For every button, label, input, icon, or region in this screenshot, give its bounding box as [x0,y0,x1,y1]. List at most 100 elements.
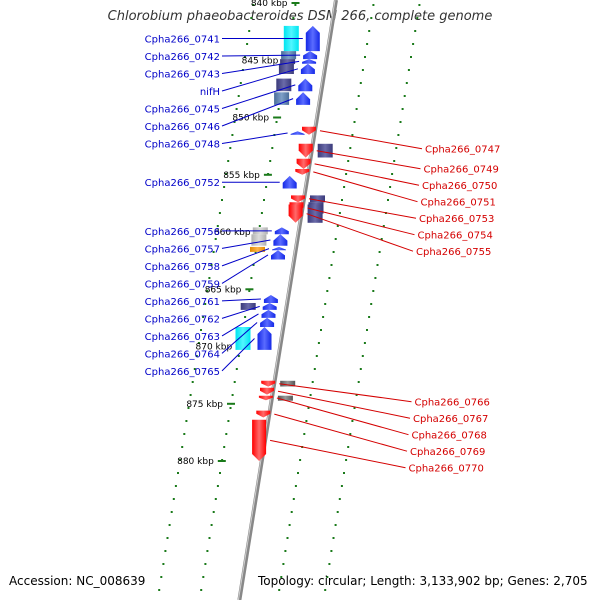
gene-label-Cpha266_0751[interactable]: Cpha266_0751 [421,198,496,209]
strand-guide-dot [185,420,188,422]
gene-label-Cpha266_0763[interactable]: Cpha266_0763 [145,332,220,343]
strand-guide-dot [191,381,194,383]
gene-label-Cpha266_0747[interactable]: Cpha266_0747 [425,145,500,156]
strand-guide-dot [244,56,246,58]
strand-guide-dot [366,329,368,331]
scale-tick-label: 870 kbp [196,343,233,353]
gene-label-Cpha266_0764[interactable]: Cpha266_0764 [145,349,220,360]
strand-guide-dot [221,199,223,201]
gene-Cpha266_0751[interactable] [295,169,310,175]
gene-Cpha266_0759[interactable] [271,250,285,260]
strand-guide-dot [280,576,283,578]
strand-guide-dot [326,290,329,292]
gene-label-Cpha266_0770[interactable]: Cpha266_0770 [409,464,484,475]
strand-guide-dot [397,134,400,136]
gene-label-Cpha266_0741[interactable]: Cpha266_0741 [145,35,220,46]
gene-Cpha266_0758[interactable] [250,246,286,252]
gene-Cpha266_0769[interactable] [256,410,271,418]
strand-guide-dot [214,238,217,240]
strand-guide-dot [208,537,211,539]
gene-Cpha266_0750[interactable] [296,158,311,169]
gene-Cpha266_0764[interactable] [260,317,275,327]
strand-guide-dot [368,30,371,32]
gene-label-Cpha266_0745[interactable]: Cpha266_0745 [145,105,220,116]
strand-guide-dot [265,186,268,188]
strand-guide-dot [359,82,362,84]
gene-feature-box [250,246,265,252]
gene-label-Cpha266_0746[interactable]: Cpha266_0746 [145,122,220,133]
gene-Cpha266_0752[interactable] [282,175,297,189]
gene-Cpha266_0748[interactable] [290,131,305,135]
strand-guide-dot [370,17,373,19]
strand-guide-dot [227,160,230,162]
forward-gene-arrow [298,78,313,92]
leader-line [221,313,259,337]
gene-label-Cpha266_0756[interactable]: Cpha266_0756 [145,227,220,238]
gene-feature-box [277,395,293,401]
reverse-gene-arrow [252,419,267,461]
gene-Cpha266_0755[interactable] [288,204,323,223]
gene-label-Cpha266_0753[interactable]: Cpha266_0753 [419,214,494,225]
strand-guide-dot [225,173,228,175]
strand-guide-dot [244,316,247,318]
scale-tick-label: 865 kbp [205,285,242,295]
strand-guide-dot [361,355,364,357]
gene-nifH[interactable] [278,63,315,74]
strand-guide-dot [317,342,320,344]
strand-guide-dot [162,563,165,565]
forward-gene-arrow [303,51,318,60]
gene-label-Cpha266_0768[interactable]: Cpha266_0768 [412,431,487,442]
strand-guide-dot [353,407,356,409]
gene-Cpha266_0762[interactable] [240,303,277,310]
gene-label-Cpha266_0742[interactable]: Cpha266_0742 [145,52,220,63]
strand-guide-dot [197,342,200,344]
strand-guide-dot [252,264,255,266]
gene-Cpha266_0765[interactable] [235,327,272,350]
gene-label-Cpha266_0762[interactable]: Cpha266_0762 [145,314,220,325]
gene-label-Cpha266_0759[interactable]: Cpha266_0759 [145,279,220,290]
gene-label-Cpha266_0752[interactable]: Cpha266_0752 [145,178,220,189]
strand-guide-dot [233,121,236,123]
gene-labels: Cpha266_0741 Cpha266_0742 Cpha266_0743 nifH… [145,35,501,475]
gene-Cpha266_0745[interactable] [276,78,313,92]
gene-label-Cpha266_0757[interactable]: Cpha266_0757 [145,244,220,255]
scale-tick-label: 880 kbp [177,457,214,467]
gene-Cpha266_0753[interactable] [291,195,325,203]
gene-Cpha266_0743[interactable] [280,59,317,65]
gene-label-Cpha266_0749[interactable]: Cpha266_0749 [424,165,499,176]
gene-label-Cpha266_0755[interactable]: Cpha266_0755 [416,247,491,258]
strand-guide-dot [246,43,249,45]
gene-label-Cpha266_0767[interactable]: Cpha266_0767 [413,414,488,425]
gene-label-Cpha266_0766[interactable]: Cpha266_0766 [415,398,490,409]
gene-Cpha266_0747[interactable] [302,126,316,135]
gene-Cpha266_0767[interactable] [260,387,274,395]
reverse-gene-arrow [256,410,271,418]
gene-Cpha266_0749[interactable] [298,143,333,158]
gene-label-Cpha266_0758[interactable]: Cpha266_0758 [145,262,220,273]
gene-label-Cpha266_0748[interactable]: Cpha266_0748 [145,140,220,151]
gene-Cpha266_0757[interactable] [251,234,288,246]
gene-label-Cpha266_0761[interactable]: Cpha266_0761 [145,297,220,308]
strand-guide-dot [204,563,207,565]
leader-line [306,213,414,252]
gene-label-Cpha266_0769[interactable]: Cpha266_0769 [410,447,485,458]
gene-feature-box [240,303,256,310]
backbone-highlight [237,0,336,600]
gene-Cpha266_0766[interactable] [261,380,296,387]
strand-guide-dot [374,277,377,279]
strand-guide-dot [258,225,261,227]
strand-guide-dot [372,290,375,292]
gene-label-Cpha266_0765[interactable]: Cpha266_0765 [145,367,220,378]
gene-Cpha266_0768[interactable] [258,395,293,401]
gene-label-Cpha266_0743[interactable]: Cpha266_0743 [145,70,220,81]
gene-Cpha266_0763[interactable] [261,309,276,318]
strand-guide-dot [347,160,350,162]
gene-label-Cpha266_0750[interactable]: Cpha266_0750 [422,181,497,192]
strand-guide-dot [410,56,412,58]
gene-label-nifH[interactable]: nifH [200,87,220,98]
strand-guide-dot [351,134,354,136]
gene-Cpha266_0761[interactable] [263,295,278,303]
gene-label-Cpha266_0754[interactable]: Cpha266_0754 [418,231,493,242]
gene-Cpha266_0770[interactable] [252,419,267,461]
